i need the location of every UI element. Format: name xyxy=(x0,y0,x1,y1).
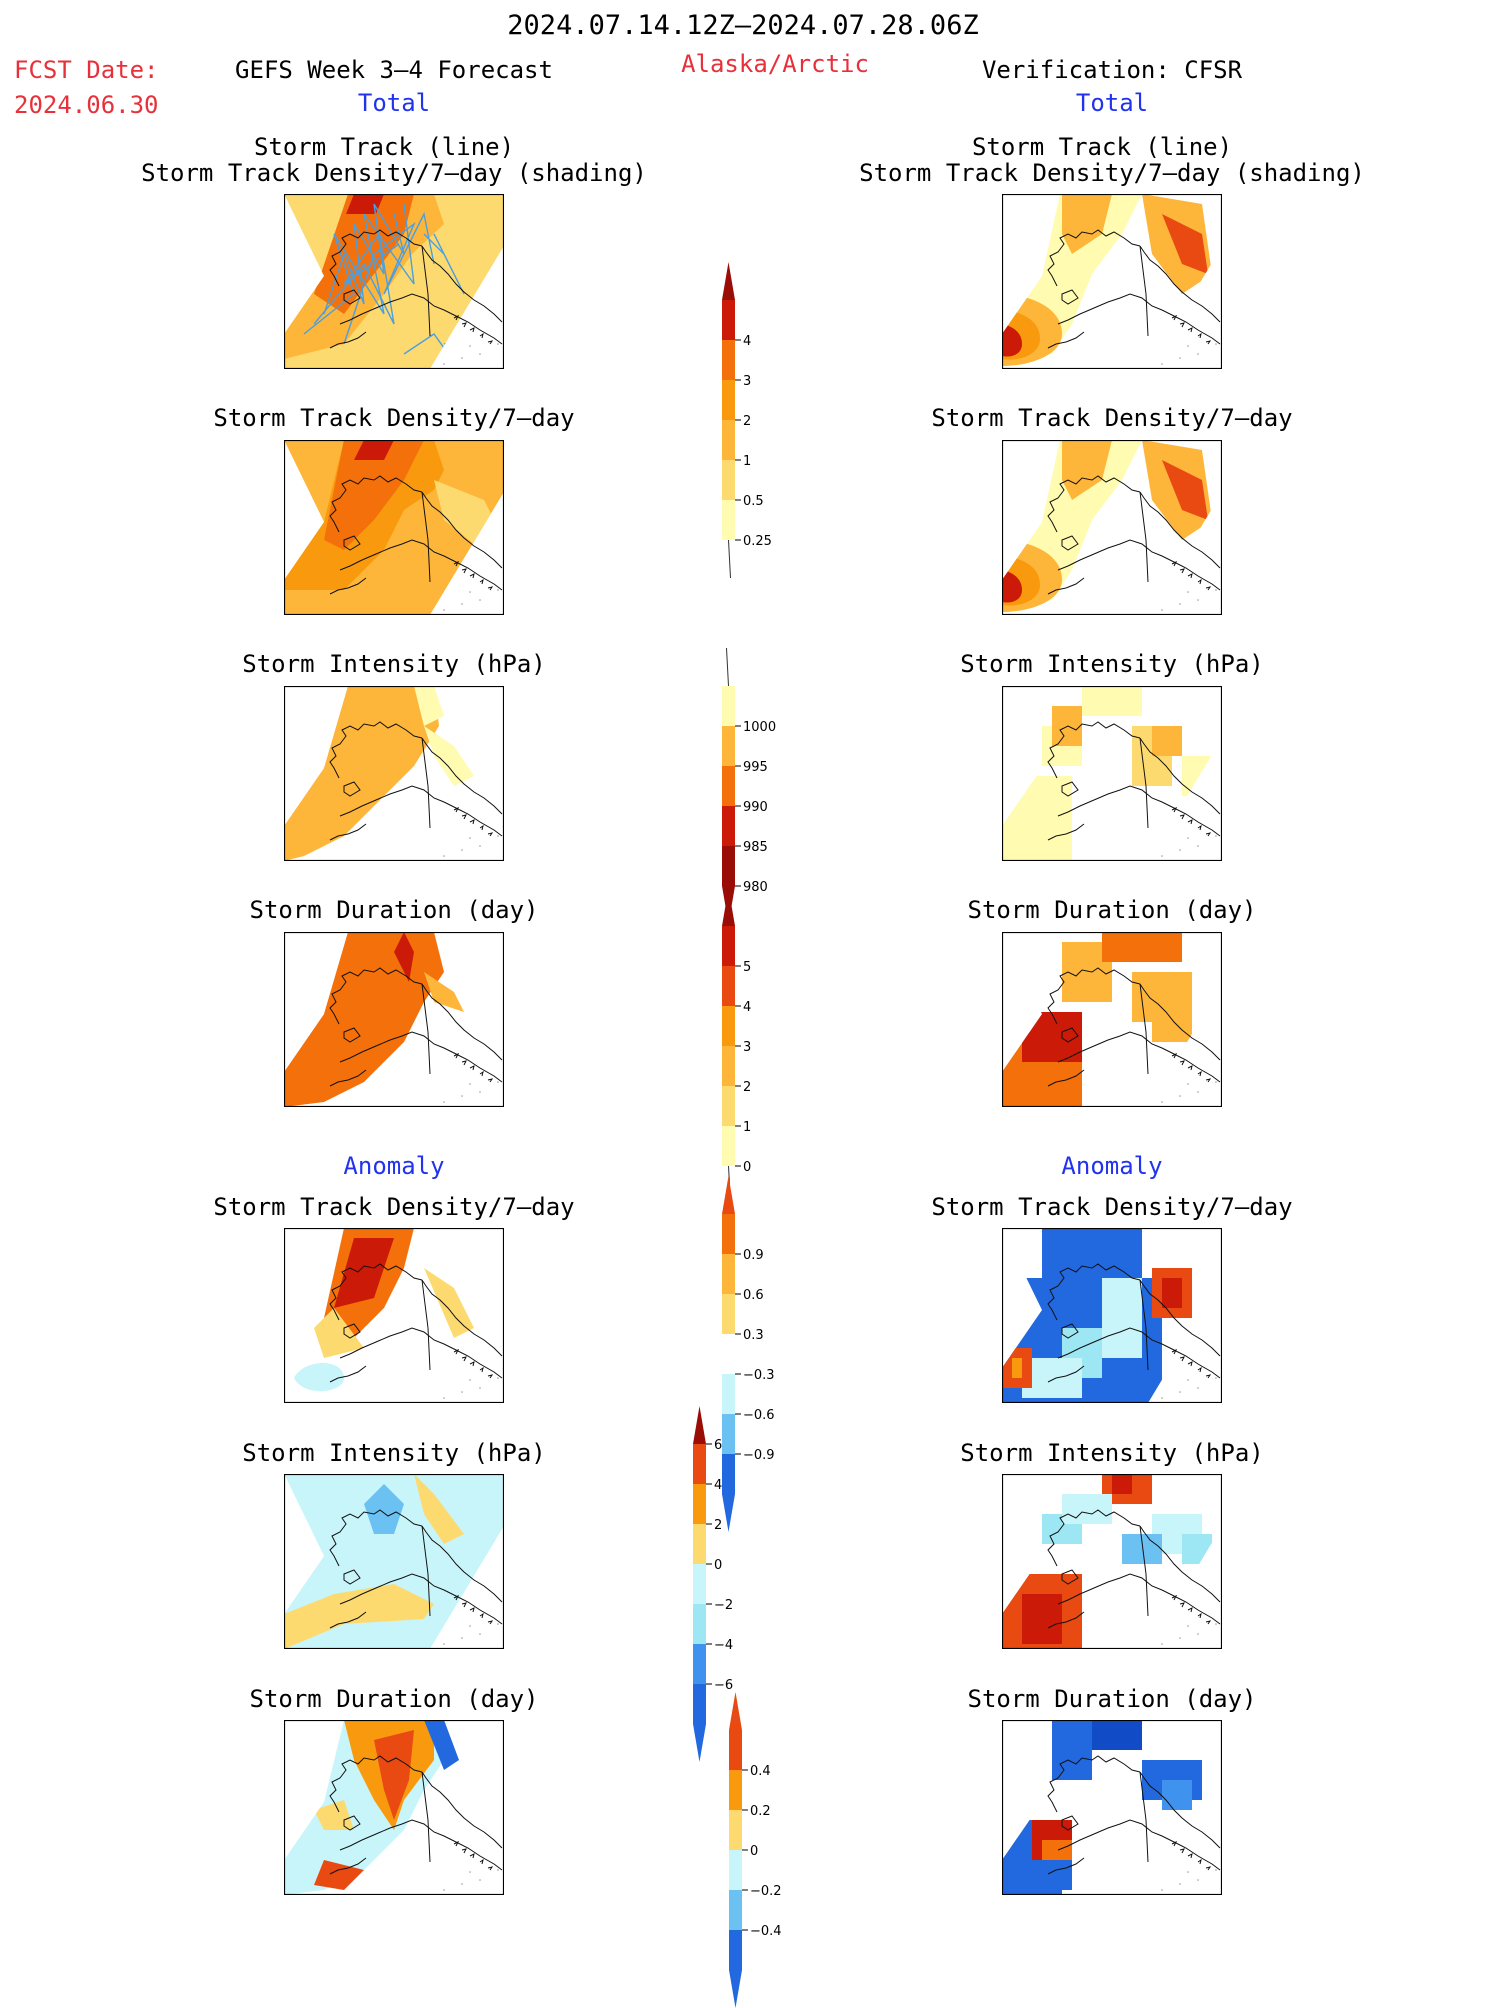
map-density-forecast xyxy=(284,440,504,615)
svg-text:0: 0 xyxy=(743,1160,751,1175)
svg-text:2: 2 xyxy=(714,1518,722,1533)
svg-text:−0.6: −0.6 xyxy=(743,1408,775,1423)
track-shading-title-right: Storm Track Density/7–day (shading) xyxy=(859,159,1365,187)
density-title-right: Storm Track Density/7–day xyxy=(931,404,1293,432)
verification-title: Verification: CFSR xyxy=(981,56,1243,84)
map-duration-forecast xyxy=(284,932,504,1107)
duration-anom-title-right: Storm Duration (day) xyxy=(967,1685,1257,1713)
anomaly-heading-left: Anomaly xyxy=(343,1152,445,1180)
duration-anom-title-left: Storm Duration (day) xyxy=(249,1685,539,1713)
forecast-title: GEFS Week 3–4 Forecast xyxy=(235,56,553,84)
svg-text:−0.3: −0.3 xyxy=(743,1368,775,1383)
svg-text:3: 3 xyxy=(743,374,751,389)
total-heading-right: Total xyxy=(1075,89,1149,117)
map-track-forecast xyxy=(284,194,504,369)
map-intensity-verification xyxy=(1002,686,1222,861)
svg-text:1: 1 xyxy=(743,454,751,469)
svg-text:0: 0 xyxy=(714,1558,722,1573)
svg-text:0.3: 0.3 xyxy=(743,1328,764,1343)
svg-text:0.9: 0.9 xyxy=(743,1248,764,1263)
svg-text:985: 985 xyxy=(743,840,768,855)
density-anom-title-right: Storm Track Density/7–day xyxy=(931,1193,1293,1221)
map-intensity-forecast xyxy=(284,686,504,861)
anomaly-heading-right: Anomaly xyxy=(1061,1152,1163,1180)
map-intensity-anomaly-forecast xyxy=(284,1474,504,1649)
svg-text:4: 4 xyxy=(714,1478,722,1493)
svg-text:0.6: 0.6 xyxy=(743,1288,764,1303)
colorbar-density: 4 3 2 1 0.5 0.25 xyxy=(722,262,812,579)
svg-text:0: 0 xyxy=(750,1844,758,1859)
svg-text:4: 4 xyxy=(743,1000,751,1015)
svg-text:5: 5 xyxy=(743,960,751,975)
duration-title-left: Storm Duration (day) xyxy=(249,896,539,924)
svg-text:−0.4: −0.4 xyxy=(750,1924,782,1939)
map-density-verification xyxy=(1002,440,1222,615)
total-heading-left: Total xyxy=(357,89,431,117)
map-track-verification xyxy=(1002,194,1222,369)
colorbar-intensity: 1000 995 990 985 980 xyxy=(722,647,812,924)
intensity-anom-title-left: Storm Intensity (hPa) xyxy=(242,1439,546,1467)
svg-text:4: 4 xyxy=(743,334,751,349)
colorbar-duration-anomaly: 0.4 0.2 0 −0.2 −0.4 xyxy=(729,1692,819,2008)
colorbar-density-anomaly: 0.9 0.6 0.3 −0.3 −0.6 −0.9 xyxy=(722,1176,812,1532)
map-duration-anomaly-forecast xyxy=(284,1720,504,1895)
svg-text:1: 1 xyxy=(743,1120,751,1135)
svg-text:2: 2 xyxy=(743,1080,751,1095)
svg-text:990: 990 xyxy=(743,800,768,815)
svg-text:1000: 1000 xyxy=(743,720,776,735)
svg-text:980: 980 xyxy=(743,880,768,895)
fcst-date-value: 2024.06.30 xyxy=(14,91,159,119)
map-density-anomaly-forecast xyxy=(284,1228,504,1403)
svg-text:0.5: 0.5 xyxy=(743,494,764,509)
fcst-date-label: FCST Date: xyxy=(14,56,159,84)
svg-text:2: 2 xyxy=(743,414,751,429)
intensity-title-left: Storm Intensity (hPa) xyxy=(242,650,546,678)
duration-title-right: Storm Duration (day) xyxy=(967,896,1257,924)
svg-text:−0.9: −0.9 xyxy=(743,1448,775,1463)
intensity-title-right: Storm Intensity (hPa) xyxy=(960,650,1264,678)
density-anom-title-left: Storm Track Density/7–day xyxy=(213,1193,575,1221)
colorbar-intensity-anomaly: 6 4 2 0 −2 −4 −6 xyxy=(693,1406,783,1762)
track-shading-title-left: Storm Track Density/7–day (shading) xyxy=(141,159,647,187)
map-duration-verification xyxy=(1002,932,1222,1107)
svg-text:−4: −4 xyxy=(714,1638,733,1653)
track-line-title-right: Storm Track (line) xyxy=(971,133,1233,161)
density-title-left: Storm Track Density/7–day xyxy=(213,404,575,432)
colorbar-duration: 5 4 3 2 1 0 xyxy=(722,888,812,1205)
svg-text:−0.2: −0.2 xyxy=(750,1884,782,1899)
svg-text:0.4: 0.4 xyxy=(750,1764,771,1779)
svg-text:0.25: 0.25 xyxy=(743,534,772,549)
date-range-title: 2024.07.14.12Z–2024.07.28.06Z xyxy=(507,10,979,41)
intensity-anom-title-right: Storm Intensity (hPa) xyxy=(960,1439,1264,1467)
map-density-anomaly-verification xyxy=(1002,1228,1222,1403)
svg-text:995: 995 xyxy=(743,760,768,775)
svg-text:0.2: 0.2 xyxy=(750,1804,771,1819)
svg-text:6: 6 xyxy=(714,1438,722,1453)
map-duration-anomaly-verification xyxy=(1002,1720,1222,1895)
svg-text:−6: −6 xyxy=(714,1678,733,1693)
svg-text:−2: −2 xyxy=(714,1598,733,1613)
region-title: Alaska/Arctic xyxy=(681,50,869,78)
track-line-title-left: Storm Track (line) xyxy=(253,133,515,161)
map-intensity-anomaly-verification xyxy=(1002,1474,1222,1649)
svg-text:3: 3 xyxy=(743,1040,751,1055)
